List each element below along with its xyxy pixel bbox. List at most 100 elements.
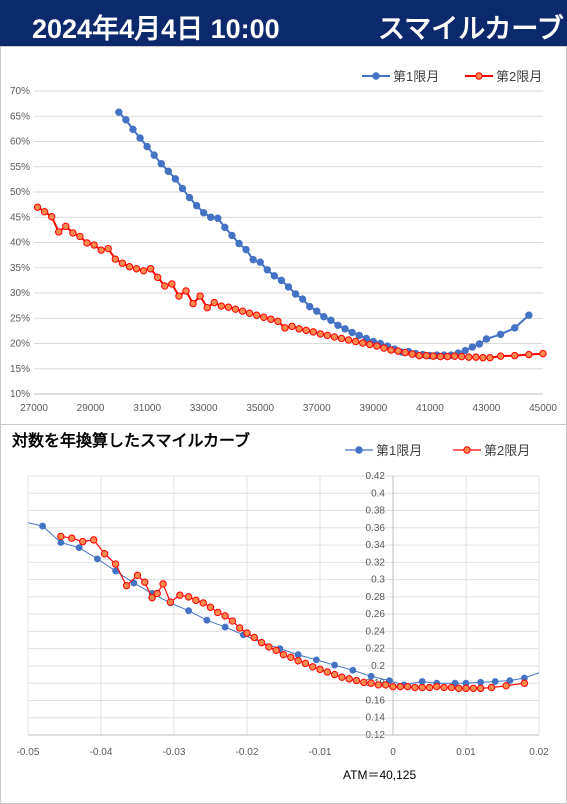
data-point <box>148 594 156 602</box>
data-point <box>479 353 487 362</box>
chart2-title: 対数を年換算したスマイルカーブ <box>12 433 251 450</box>
data-point <box>403 682 412 691</box>
data-point <box>486 353 494 362</box>
data-point <box>57 539 65 546</box>
y-tick-label: 0.24 <box>366 626 386 637</box>
data-point <box>344 336 353 344</box>
data-point <box>355 331 363 340</box>
data-point <box>396 682 404 691</box>
data-point <box>367 672 375 680</box>
data-point <box>221 623 229 631</box>
y-tick-label: 0.22 <box>366 644 386 655</box>
legend-marker <box>475 72 483 80</box>
data-point <box>133 571 142 579</box>
data-point <box>224 303 233 311</box>
data-point <box>122 116 130 124</box>
data-point <box>228 617 237 625</box>
x-tick-label: 0.02 <box>529 747 549 758</box>
data-point <box>422 351 431 360</box>
data-point <box>130 579 138 587</box>
data-point <box>511 351 519 360</box>
data-point <box>521 674 528 682</box>
data-point <box>468 343 477 351</box>
data-point <box>294 657 302 665</box>
data-point <box>506 677 514 685</box>
data-point <box>112 567 119 575</box>
data-point <box>408 350 416 358</box>
data-point <box>270 272 279 280</box>
data-point <box>118 259 127 267</box>
data-point <box>111 560 120 568</box>
y-tick-label: 25% <box>10 313 30 324</box>
data-point <box>476 684 485 693</box>
y-tick-label: 55% <box>10 162 30 173</box>
data-point <box>245 309 254 317</box>
data-point <box>520 679 529 687</box>
data-point <box>323 331 332 340</box>
y-tick-label: 0.4 <box>371 488 385 499</box>
data-point <box>298 295 307 303</box>
y-tick-label: 0.42 <box>366 471 386 482</box>
x-tick-label: 0 <box>390 747 396 758</box>
data-point <box>214 608 222 617</box>
data-point <box>472 353 480 361</box>
data-point <box>351 337 360 346</box>
data-point <box>349 666 357 674</box>
data-point <box>221 612 229 620</box>
data-point <box>475 340 484 348</box>
data-point <box>178 184 187 193</box>
y-tick-label: 0.32 <box>366 557 386 568</box>
x-tick-label: 33000 <box>190 403 218 414</box>
data-point <box>265 643 273 651</box>
data-point <box>360 678 368 687</box>
data-point <box>284 283 293 291</box>
y-tick-label: 50% <box>10 187 30 198</box>
data-point <box>79 537 87 546</box>
data-point <box>295 325 303 333</box>
data-point <box>287 653 295 661</box>
data-point <box>129 125 137 134</box>
data-point <box>330 333 339 341</box>
y-tick-label: 65% <box>10 111 30 122</box>
x-tick-label: 45000 <box>529 403 557 414</box>
y-tick-label: 35% <box>10 263 30 274</box>
data-point <box>455 684 463 693</box>
data-point <box>221 223 229 232</box>
data-point <box>491 678 499 685</box>
data-point <box>334 321 342 330</box>
y-tick-label: 0.14 <box>366 713 386 724</box>
data-point <box>176 591 184 599</box>
data-point <box>207 213 215 221</box>
data-point <box>374 681 383 689</box>
data-point <box>469 684 477 693</box>
data-point <box>192 596 200 605</box>
data-point <box>401 348 409 357</box>
y-tick-label: 45% <box>10 212 30 223</box>
legend-label: 第2限月 <box>484 443 530 458</box>
data-point <box>394 347 402 355</box>
data-point <box>313 307 321 315</box>
data-point <box>235 239 243 248</box>
data-point <box>316 330 325 338</box>
x-tick-label: -0.03 <box>163 747 186 758</box>
data-point <box>294 651 302 659</box>
data-point <box>231 305 240 313</box>
data-point <box>184 593 193 601</box>
data-point <box>263 266 271 274</box>
data-point <box>257 638 266 647</box>
data-point <box>327 316 335 324</box>
data-point <box>306 302 314 311</box>
data-point <box>90 536 98 544</box>
header-bar: 2024年4月4日 10:00 スマイルカーブ <box>0 0 567 46</box>
data-point <box>366 340 374 349</box>
data-point <box>502 682 510 690</box>
data-point <box>166 598 175 606</box>
data-point <box>331 661 338 669</box>
data-point <box>323 668 331 676</box>
y-tick-label: 30% <box>10 288 30 299</box>
data-point <box>389 682 397 691</box>
data-point <box>267 315 275 323</box>
x-tick-label: 39000 <box>359 403 387 414</box>
legend-marker <box>372 72 380 80</box>
